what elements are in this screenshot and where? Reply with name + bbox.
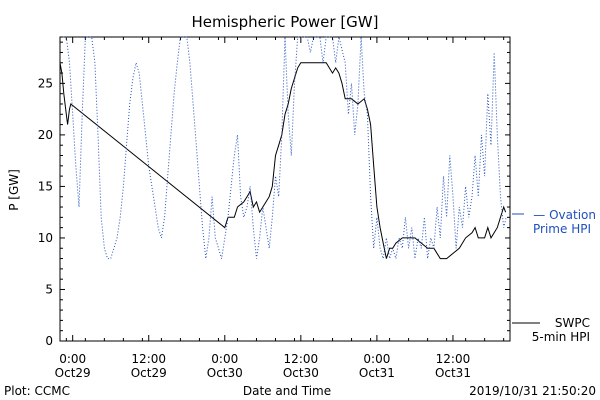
timestamp: 2019/10/31 21:50:20 bbox=[469, 384, 596, 398]
legend-swpc-line1: SWPC bbox=[555, 316, 590, 330]
x-tick-date-label: Oct31 bbox=[359, 366, 395, 380]
x-tick-date-label: Oct30 bbox=[207, 366, 243, 380]
x-tick-date-label: Oct31 bbox=[435, 366, 471, 380]
plot-frame bbox=[59, 36, 511, 342]
y-tick-label: 0 bbox=[45, 334, 53, 348]
x-axis-label: Date and Time bbox=[243, 384, 331, 398]
plot-axes bbox=[59, 36, 511, 342]
y-tick-label: 10 bbox=[38, 231, 53, 245]
legend-swpc-line2: 5-min HPI bbox=[532, 330, 590, 344]
x-tick-time-label: 12:00 bbox=[131, 352, 166, 366]
legend-ovation-line2: Prime HPI bbox=[533, 222, 591, 236]
plot-credit: Plot: CCMC bbox=[4, 384, 70, 398]
series-swpc-line bbox=[59, 62, 507, 260]
legend-ovation-line1: — Ovation bbox=[533, 208, 596, 222]
y-tick-label: 5 bbox=[45, 282, 53, 296]
series-ovation-line bbox=[63, 36, 507, 260]
y-tick-label: 20 bbox=[38, 128, 53, 142]
x-tick-date-label: Oct29 bbox=[55, 366, 91, 380]
chart-title: Hemispheric Power [GW] bbox=[192, 13, 379, 31]
x-tick-time-label: 0:00 bbox=[59, 352, 86, 366]
y-axis-ticks: 0 5 10 15 20 25 bbox=[38, 41, 510, 348]
legend-ovation: — Ovation Prime HPI bbox=[512, 208, 596, 236]
x-tick-date-label: Oct30 bbox=[283, 366, 319, 380]
series-layer bbox=[59, 36, 507, 260]
x-tick-time-label: 12:00 bbox=[284, 352, 319, 366]
y-tick-label: 25 bbox=[38, 76, 53, 90]
x-tick-date-label: Oct29 bbox=[131, 366, 167, 380]
x-tick-time-label: 0:00 bbox=[211, 352, 238, 366]
x-axis-ticks: 0:00Oct2912:00Oct290:00Oct3012:00Oct300:… bbox=[55, 37, 505, 380]
x-tick-time-label: 12:00 bbox=[436, 352, 471, 366]
legend-swpc: SWPC 5-min HPI bbox=[512, 316, 590, 344]
y-tick-label: 15 bbox=[38, 179, 53, 193]
y-axis-label: P [GW] bbox=[7, 169, 21, 211]
x-tick-time-label: 0:00 bbox=[363, 352, 390, 366]
